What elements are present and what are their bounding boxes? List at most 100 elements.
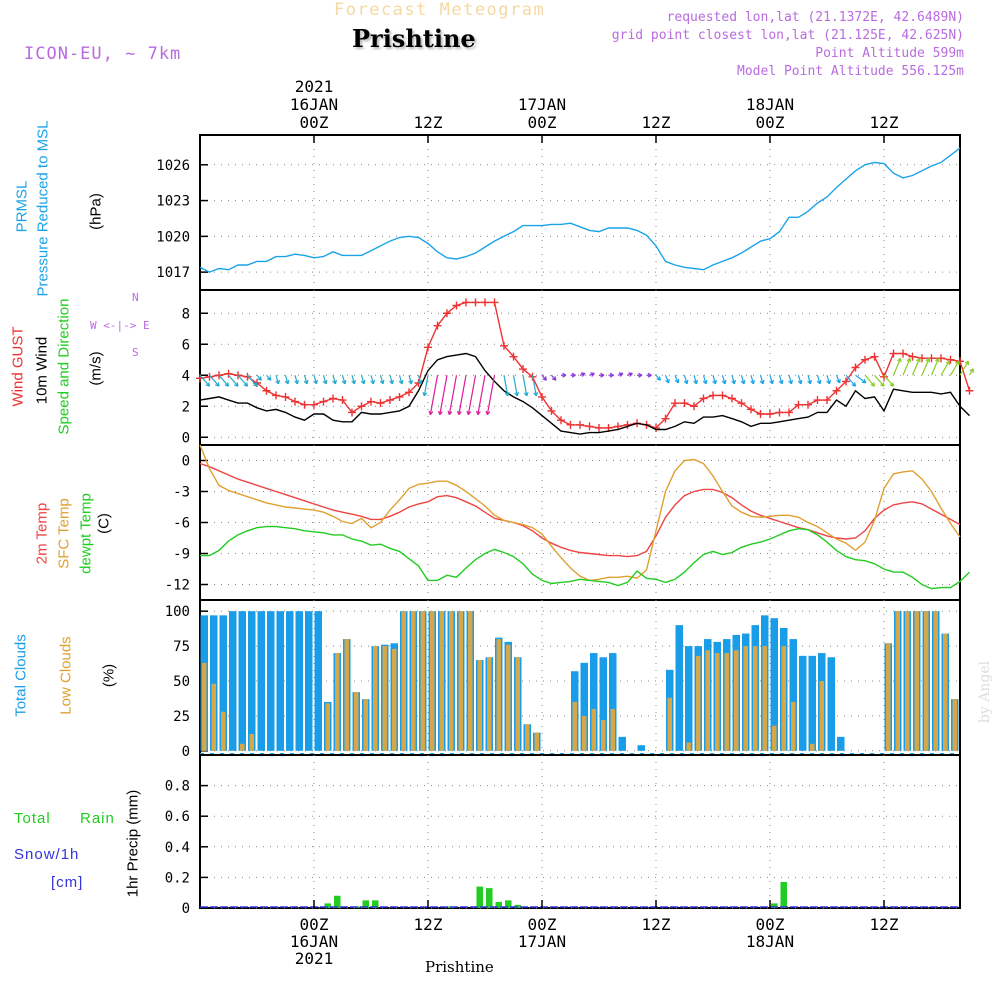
y-tick-label: 1020: [156, 229, 190, 245]
rain-bar: [372, 900, 379, 908]
rain-bar: [780, 881, 787, 908]
wind-arrow-head: [740, 379, 746, 385]
gust-marker: [832, 386, 841, 395]
gust-marker: [785, 408, 793, 417]
rain-bar: [476, 886, 483, 908]
wind-arrow: [467, 375, 477, 415]
total-cloud-bar: [685, 646, 693, 751]
y-tick-label: 0.8: [165, 779, 190, 795]
model-label: ICON-EU, ~ 7km: [24, 44, 182, 64]
gust-marker: [490, 298, 499, 307]
wind-arrow-head: [861, 378, 867, 384]
y-tick-label: 100: [165, 604, 190, 620]
rain-label-b: Rain: [80, 810, 115, 827]
wind-arrow-head: [475, 410, 481, 416]
wind-arrow-head: [906, 357, 912, 363]
low-cloud-bar: [525, 724, 530, 751]
wind-arrow-head: [880, 382, 885, 387]
low-cloud-bar: [382, 646, 387, 751]
total-cloud-bar: [314, 611, 322, 751]
wind-arrow: [237, 374, 248, 387]
rain-bar: [324, 903, 331, 908]
top-time-label: 12Z: [642, 113, 671, 132]
wind-arrow: [740, 375, 745, 385]
low-cloud-bar: [221, 711, 226, 751]
low-cloud-bar: [582, 715, 587, 751]
total-cloud-bar: [248, 611, 256, 751]
gust-marker: [557, 416, 565, 425]
gust-marker: [243, 372, 252, 381]
wind-arrow: [797, 375, 802, 385]
gust-marker: [386, 396, 394, 405]
wind-arrow-head: [284, 379, 290, 385]
y-tick-label: 2: [182, 399, 190, 415]
wind-arrow-head: [628, 372, 633, 377]
wind-arrow-head: [551, 376, 557, 381]
total-cloud-bar: [238, 611, 246, 751]
rain-label-a: Total: [14, 810, 51, 827]
low-cloud-bar: [724, 653, 729, 751]
gust-marker: [376, 399, 385, 408]
wind-arrow-head: [379, 379, 385, 385]
low-cloud-bar: [667, 697, 672, 751]
gust-marker: [671, 399, 679, 408]
total-cloud-bar: [770, 618, 778, 751]
gust-marker: [462, 298, 470, 307]
wind-arrow-head: [712, 379, 717, 385]
wind-arrow: [218, 374, 229, 387]
wind-arrow-head: [816, 379, 822, 385]
wind-arrow-head: [253, 382, 258, 387]
wind-arrow: [370, 375, 375, 385]
total-cloud-bar: [675, 625, 683, 751]
wind-arrow: [855, 374, 867, 384]
model-altitude: Model Point Altitude 556.125m: [737, 64, 964, 79]
wind-arrow-head: [826, 379, 831, 385]
gust-marker: [433, 321, 442, 330]
total-cloud-bar: [618, 736, 626, 751]
gust-marker: [319, 397, 328, 406]
wind-arrow-head: [836, 378, 841, 384]
gust-marker: [262, 386, 271, 395]
wind-arrow-head: [759, 379, 765, 385]
wind-arrow: [902, 358, 911, 376]
wind-arrow-head: [485, 410, 491, 416]
low-cloud-bar: [430, 611, 435, 751]
low-cloud-bar: [449, 611, 454, 751]
gust-marker: [329, 394, 337, 403]
wind-arrow: [674, 375, 679, 384]
point-altitude: Point Altitude 599m: [815, 46, 964, 61]
low-cloud-bar: [791, 701, 796, 751]
wind-arrow: [408, 375, 413, 385]
low-cloud-bar: [572, 701, 577, 751]
rain-bar: [505, 900, 512, 908]
wind-arrow-head: [234, 382, 239, 387]
location-title: Prishtine: [352, 24, 476, 53]
wind-arrow-head: [542, 376, 547, 381]
bottom-time-label: 00Z: [300, 915, 329, 934]
top-time-label: 12Z: [870, 113, 899, 132]
gust-marker: [291, 397, 299, 406]
top-time-label: 2021: [295, 77, 334, 96]
wind-arrow: [731, 375, 736, 385]
y-tick-label: 8: [182, 306, 190, 322]
wind-arrow-head: [466, 410, 472, 416]
bottom-time-label: 12Z: [414, 915, 443, 934]
wind-arrow-head: [609, 372, 614, 378]
wind-arrow: [398, 375, 403, 385]
wind-arrow: [322, 375, 327, 385]
low-cloud-bar: [705, 650, 710, 751]
series-line-wind-gust: [199, 301, 971, 429]
y-tick-label: 1017: [156, 265, 190, 281]
low-cloud-bar: [534, 732, 539, 751]
wind-arrow-head: [797, 379, 803, 385]
wind-arrow-head: [437, 410, 443, 416]
y-tick-label: -9: [173, 547, 190, 563]
low-cloud-bar: [439, 611, 444, 751]
wind-arrow-head: [590, 372, 595, 377]
low-cloud-bar: [924, 611, 929, 751]
wind-arrow-head: [889, 382, 895, 387]
gust-marker: [709, 391, 717, 400]
gust-marker: [576, 420, 584, 429]
low-cloud-bar: [696, 655, 701, 751]
gust-marker: [842, 377, 850, 386]
